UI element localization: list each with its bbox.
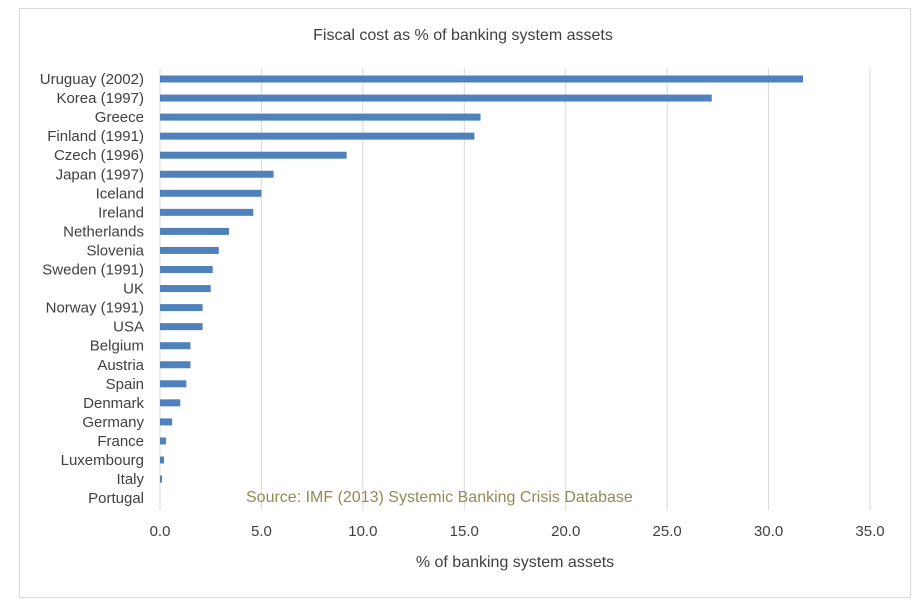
category-label: Iceland bbox=[96, 185, 144, 202]
bar bbox=[160, 399, 181, 407]
category-label: Denmark bbox=[83, 395, 144, 412]
bar bbox=[160, 170, 274, 178]
category-label: Luxembourg bbox=[61, 452, 144, 469]
category-label: Czech (1996) bbox=[54, 147, 144, 164]
category-label: Japan (1997) bbox=[56, 166, 144, 183]
bar bbox=[160, 94, 712, 102]
source-annotation: Source: IMF (2013) Systemic Banking Cris… bbox=[246, 489, 633, 506]
x-tick-label: 25.0 bbox=[653, 523, 682, 540]
category-label: Sweden (1991) bbox=[42, 262, 144, 279]
category-label: Austria bbox=[97, 357, 144, 374]
category-label: Netherlands bbox=[63, 223, 144, 240]
category-label: Belgium bbox=[90, 338, 144, 355]
category-label: UK bbox=[123, 281, 144, 298]
gridlines bbox=[159, 68, 871, 510]
bar bbox=[160, 227, 229, 235]
x-tick-label: 30.0 bbox=[754, 523, 783, 540]
bar bbox=[160, 342, 191, 350]
category-label: Ireland bbox=[98, 204, 144, 221]
category-label: Finland (1991) bbox=[47, 128, 144, 145]
category-label: Germany bbox=[82, 414, 144, 431]
category-label: Spain bbox=[106, 376, 144, 393]
category-label: Portugal bbox=[88, 490, 144, 507]
bar bbox=[160, 304, 203, 312]
x-tick-label: 0.0 bbox=[150, 523, 171, 540]
bar bbox=[160, 437, 167, 445]
bar bbox=[160, 475, 163, 483]
chart-title: Fiscal cost as % of banking system asset… bbox=[313, 27, 613, 44]
x-tick-label: 10.0 bbox=[348, 523, 377, 540]
bar bbox=[160, 151, 347, 159]
category-label: France bbox=[97, 433, 144, 450]
bar bbox=[160, 132, 475, 140]
bar bbox=[160, 323, 203, 331]
bar bbox=[160, 266, 213, 273]
category-label: Korea (1997) bbox=[56, 90, 144, 107]
category-label: Greece bbox=[95, 109, 144, 126]
bar bbox=[160, 418, 173, 426]
bar bbox=[160, 75, 804, 83]
x-tick-label: 35.0 bbox=[855, 523, 884, 540]
chart-frame bbox=[19, 8, 911, 598]
bar bbox=[160, 113, 481, 121]
category-label: Norway (1991) bbox=[46, 300, 144, 317]
category-label: Slovenia bbox=[86, 242, 144, 259]
category-labels: Uruguay (2002) Korea (1997) Greece Finland … bbox=[40, 71, 145, 507]
x-tick-labels: 0.0 5.0 10.0 15.0 20.0 25.0 30.0 35.0 bbox=[150, 523, 885, 540]
x-tick-label: 15.0 bbox=[450, 523, 479, 540]
bar bbox=[160, 246, 219, 254]
bar bbox=[160, 361, 191, 369]
x-axis-label: % of banking system assets bbox=[416, 554, 614, 571]
category-label: Italy bbox=[116, 471, 144, 488]
bars bbox=[160, 75, 804, 483]
bar bbox=[160, 285, 211, 293]
bar bbox=[160, 208, 254, 216]
bar bbox=[160, 189, 262, 197]
x-tick-label: 20.0 bbox=[551, 523, 580, 540]
bar bbox=[160, 456, 165, 464]
category-label: Uruguay (2002) bbox=[40, 71, 144, 88]
category-label: USA bbox=[113, 319, 144, 336]
bar bbox=[160, 380, 187, 388]
x-tick-label: 5.0 bbox=[251, 523, 272, 540]
